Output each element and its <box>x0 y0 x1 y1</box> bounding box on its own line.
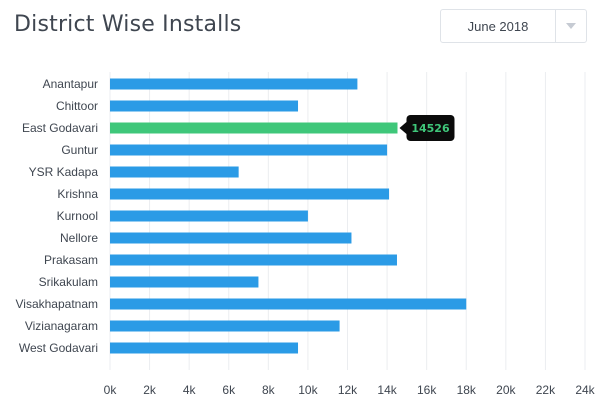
bar <box>110 122 398 134</box>
x-tick-label: 24k <box>575 383 595 397</box>
category-label: Srikakulam <box>39 275 98 289</box>
x-tick-label: 12k <box>338 383 358 397</box>
x-tick-label: 20k <box>496 383 516 397</box>
bar <box>110 232 352 244</box>
bar <box>110 144 388 156</box>
x-tick-label: 14k <box>377 383 397 397</box>
x-tick-label: 18k <box>457 383 477 397</box>
x-tick-label: 2k <box>143 383 157 397</box>
category-label: Guntur <box>61 143 98 157</box>
tooltip <box>406 115 455 141</box>
bar <box>110 320 340 332</box>
bar <box>110 100 299 112</box>
bar <box>110 166 239 178</box>
tooltip-value: 14526 <box>411 122 450 135</box>
month-select-value: June 2018 <box>467 18 529 34</box>
bar <box>110 188 390 200</box>
x-tick-label: 8k <box>262 383 276 397</box>
bar <box>110 254 397 266</box>
category-label: West Godavari <box>19 341 98 355</box>
category-label: Prakasam <box>44 253 98 267</box>
category-label: Vizianagaram <box>25 319 98 333</box>
bar <box>110 342 299 354</box>
page-title: District Wise Installs <box>14 12 242 37</box>
category-label: YSR Kadapa <box>29 165 99 179</box>
x-tick-label: 6k <box>222 383 236 397</box>
category-label: Visakhapatnam <box>16 297 99 311</box>
x-tick-label: 4k <box>183 383 197 397</box>
category-label: Krishna <box>57 187 98 201</box>
category-label: Kurnool <box>57 209 98 223</box>
tooltip-pointer <box>399 122 407 134</box>
category-label: Nellore <box>60 231 98 245</box>
bar <box>110 210 308 222</box>
x-tick-label: 16k <box>417 383 437 397</box>
x-tick-label: 0k <box>104 383 118 397</box>
x-tick-label: 22k <box>536 383 556 397</box>
x-tick-label: 10k <box>298 383 318 397</box>
bar <box>110 78 358 90</box>
category-label: Anantapur <box>43 77 98 91</box>
category-label: East Godavari <box>22 121 98 135</box>
bar <box>110 276 259 288</box>
category-label: Chittoor <box>56 99 98 113</box>
month-select[interactable]: June 2018 <box>440 9 587 43</box>
bar <box>110 298 467 310</box>
chevron-down-icon[interactable] <box>555 10 586 42</box>
